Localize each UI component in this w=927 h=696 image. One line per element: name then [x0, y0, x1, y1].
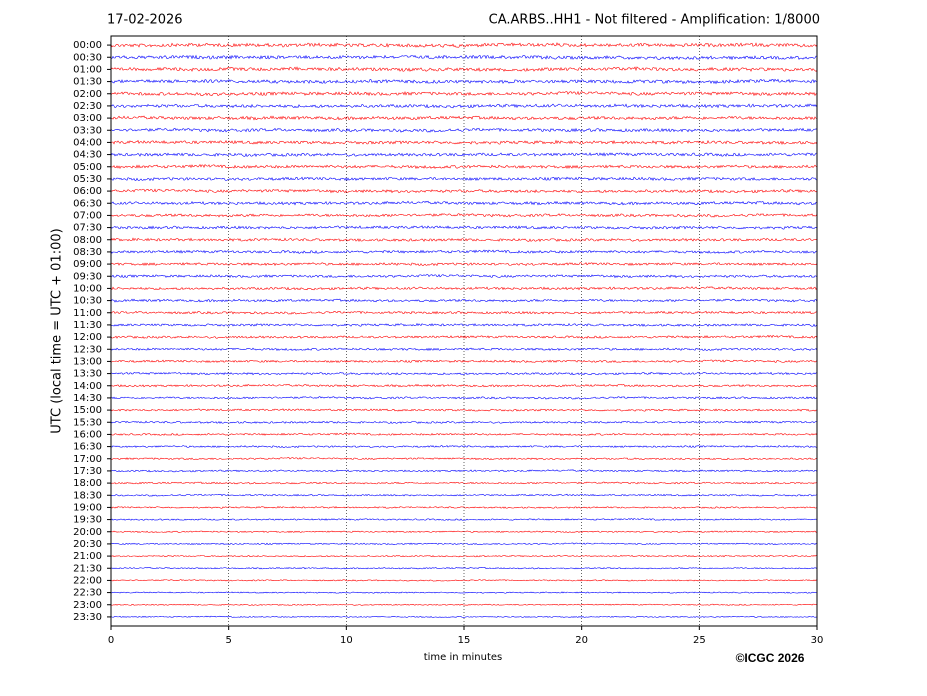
y-tick-label: 17:00: [73, 454, 102, 465]
y-axis-label: UTC (local time = UTC + 01:00): [50, 228, 65, 433]
y-tick-label: 16:30: [73, 442, 102, 453]
seismic-trace: [110, 78, 818, 85]
y-tick-label: 00:30: [73, 52, 102, 63]
y-tick-label: 11:00: [73, 308, 102, 319]
seismic-trace: [110, 603, 818, 606]
y-tick-label: 14:30: [73, 393, 102, 404]
y-tick-label: 02:00: [73, 89, 102, 100]
x-tick-label: 15: [458, 635, 471, 646]
x-axis-label: time in minutes: [424, 652, 503, 663]
y-tick-label: 07:00: [73, 210, 102, 221]
chart-title: CA.ARBS..HH1 - Not filtered - Amplificat…: [489, 13, 820, 28]
x-tick-label: 20: [575, 635, 588, 646]
y-tick-label: 20:30: [73, 539, 102, 550]
seismic-trace: [110, 152, 818, 158]
seismic-trace: [110, 408, 818, 412]
seismic-trace: [110, 445, 818, 448]
y-tick-label: 08:00: [73, 235, 102, 246]
seismic-trace: [110, 591, 818, 594]
y-tick-label: 00:00: [73, 40, 102, 51]
y-tick-label: 17:30: [73, 466, 102, 477]
seismic-trace: [110, 90, 818, 97]
y-tick-label: 19:00: [73, 502, 102, 513]
x-tick-label: 10: [340, 635, 353, 646]
y-tick-label: 05:30: [73, 174, 102, 185]
traces: [110, 36, 818, 626]
y-tick-label: 16:00: [73, 429, 102, 440]
seismic-trace: [110, 249, 818, 255]
y-tick-label: 04:00: [73, 137, 102, 148]
y-tick-label: 06:30: [73, 198, 102, 209]
x-tick-label: 25: [693, 635, 706, 646]
y-tick-label: 03:00: [73, 113, 102, 124]
y-tick-label: 01:00: [73, 64, 102, 75]
copyright: ©ICGC 2026: [736, 651, 805, 665]
x-tick-label: 5: [225, 635, 231, 646]
y-tick-label: 07:30: [73, 223, 102, 234]
x-tick-label: 30: [811, 635, 824, 646]
y-tick-label: 03:30: [73, 125, 102, 136]
y-tick-label: 14:00: [73, 381, 102, 392]
y-tick-label: 23:30: [73, 612, 102, 623]
y-tick-label: 06:00: [73, 186, 102, 197]
y-tick-label: 22:00: [73, 575, 102, 586]
y-tick-label: 20:00: [73, 527, 102, 538]
y-tick-label: 21:00: [73, 551, 102, 562]
y-tick-label: 04:30: [73, 150, 102, 161]
y-tick-label: 22:30: [73, 588, 102, 599]
y-tick-label: 08:30: [73, 247, 102, 258]
seismic-trace: [110, 176, 818, 182]
y-tick-label: 11:30: [73, 320, 102, 331]
seismic-trace: [110, 396, 818, 400]
seismic-trace: [110, 334, 818, 339]
y-tick-label: 10:00: [73, 283, 102, 294]
y-tick-label: 21:30: [73, 563, 102, 574]
seismic-trace: [110, 615, 818, 618]
y-tick-label: 10:30: [73, 296, 102, 307]
seismic-trace: [110, 457, 818, 461]
y-tick-label: 01:30: [73, 77, 102, 88]
seismic-trace: [110, 163, 818, 170]
seismic-trace: [110, 505, 818, 509]
y-tick-label: 15:30: [73, 417, 102, 428]
seismic-trace: [110, 567, 818, 570]
y-tick-label: 18:00: [73, 478, 102, 489]
y-tick-label: 13:00: [73, 356, 102, 367]
y-tick-label: 18:30: [73, 490, 102, 501]
date-label: 17-02-2026: [107, 13, 183, 28]
y-tick-label: 19:30: [73, 515, 102, 526]
y-tick-label: 02:30: [73, 101, 102, 112]
y-tick-label: 05:00: [73, 162, 102, 173]
y-tick-label: 12:30: [73, 344, 102, 355]
seismic-trace: [110, 420, 818, 424]
seismic-trace: [110, 469, 818, 473]
y-tick-label: 13:30: [73, 369, 102, 380]
y-tick-label: 12:00: [73, 332, 102, 343]
y-tick-label: 09:00: [73, 259, 102, 270]
y-tick-label: 15:00: [73, 405, 102, 416]
x-tick-label: 0: [108, 635, 114, 646]
y-tick-label: 23:00: [73, 600, 102, 611]
seismic-trace: [110, 371, 818, 376]
y-tick-label: 09:30: [73, 271, 102, 282]
